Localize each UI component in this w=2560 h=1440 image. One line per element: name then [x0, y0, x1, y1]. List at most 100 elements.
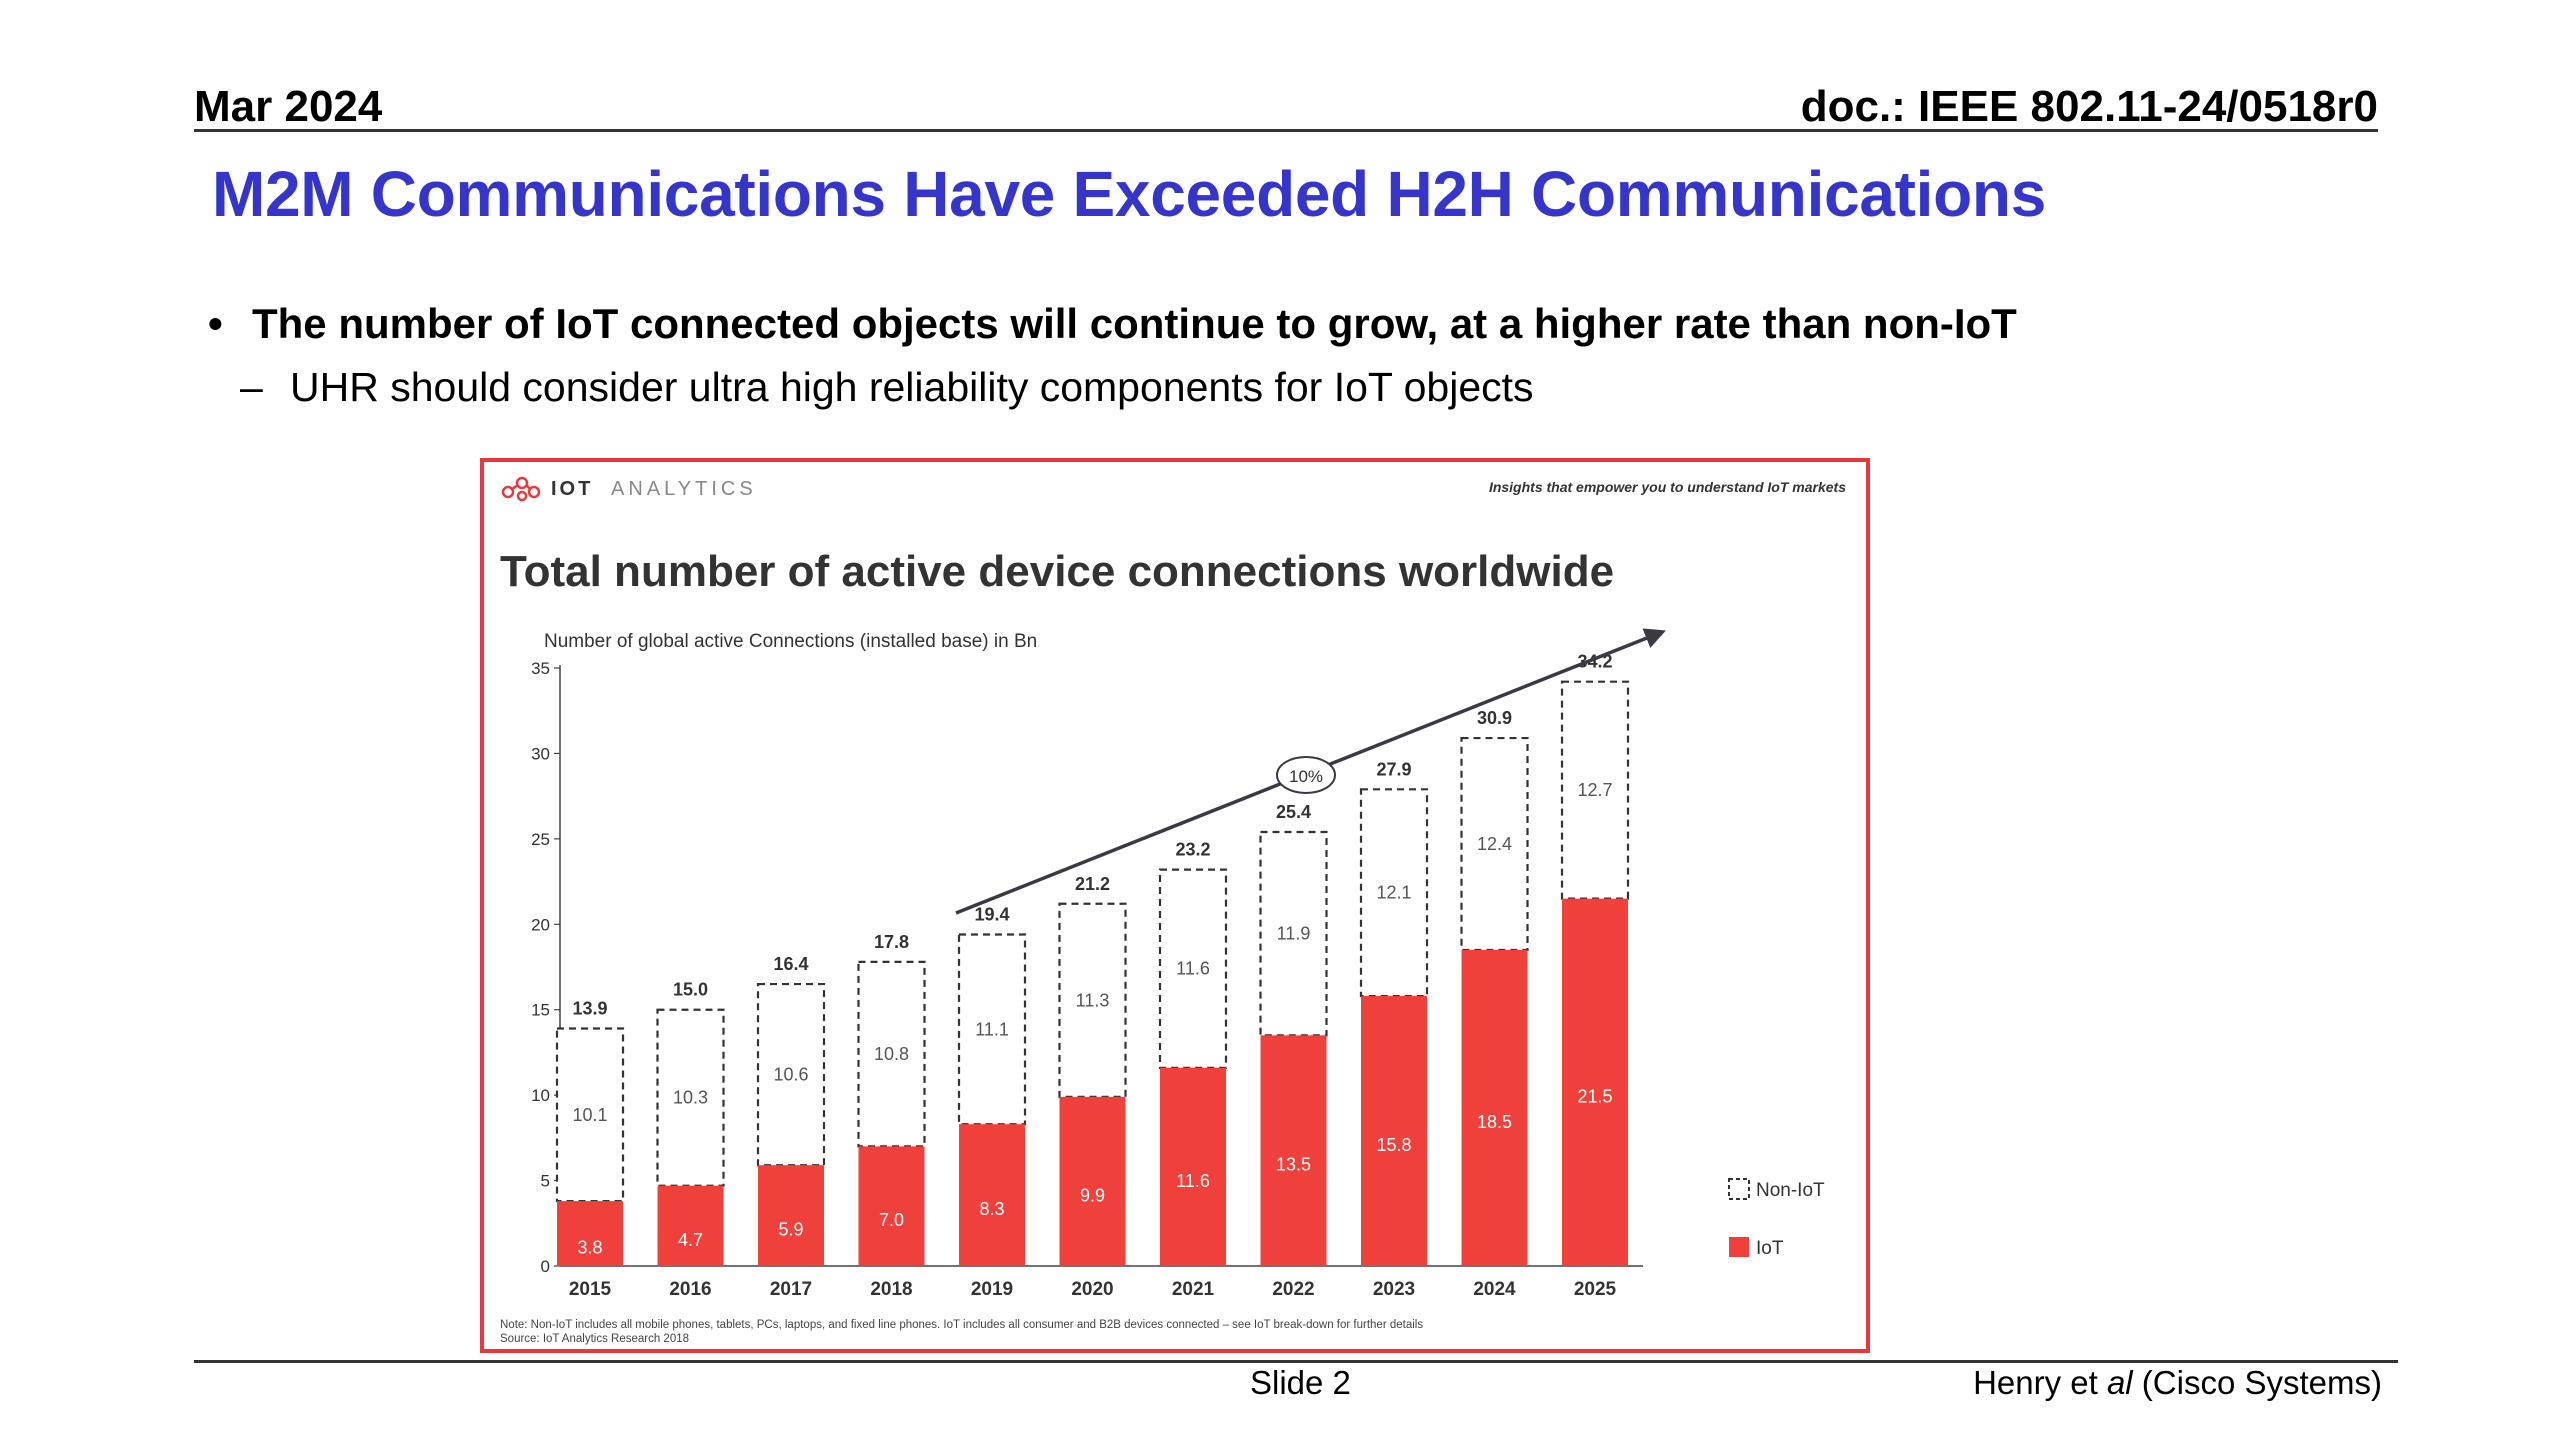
bar-iot: [1160, 1067, 1226, 1266]
bar-non-iot-label: 12.7: [1577, 780, 1612, 800]
bar-iot-label: 4.7: [678, 1230, 703, 1250]
x-tick-label: 2023: [1373, 1279, 1415, 1300]
x-tick-label: 2019: [971, 1279, 1013, 1300]
bar-iot: [959, 1124, 1025, 1266]
bar-iot-label: 15.8: [1376, 1135, 1411, 1155]
x-tick-label: 2018: [870, 1279, 912, 1300]
slide-title: M2M Communications Have Exceeded H2H Com…: [212, 158, 2047, 230]
bar-iot: [858, 1146, 925, 1266]
bar-iot: [657, 1185, 724, 1266]
y-tick-label: 5: [541, 1172, 550, 1191]
bar-iot-label: 7.0: [879, 1210, 904, 1230]
bullet-level-1: • The number of IoT connected objects wil…: [208, 300, 2017, 348]
bar-non-iot: [957, 933, 1027, 1126]
bullet-level-2: – UHR should consider ultra high reliabil…: [240, 364, 1534, 411]
bar-iot-label: 21.5: [1577, 1086, 1612, 1106]
legend-label-non-iot: Non-IoT: [1756, 1180, 1825, 1201]
chart-title: Total number of active device connection…: [500, 547, 1614, 596]
iot-analytics-logo-icon: [501, 476, 541, 502]
bar-non-iot: [857, 960, 926, 1148]
x-tick-label: 2024: [1473, 1279, 1516, 1300]
x-tick-label: 2016: [669, 1279, 711, 1300]
bar-total-label: 17.8: [874, 932, 909, 952]
bar-total-label: 21.2: [1075, 874, 1110, 894]
footer-rule: [194, 1360, 2398, 1363]
bar-iot: [758, 1165, 824, 1266]
y-tick-label: 10: [531, 1086, 550, 1105]
bar-iot-label: 8.3: [979, 1199, 1004, 1219]
cagr-bubble: [1276, 756, 1336, 794]
x-tick-label: 2021: [1172, 1279, 1215, 1300]
bullet-dash: –: [240, 364, 263, 410]
legend-swatch-non-iot: [1728, 1178, 1750, 1200]
y-tick-label: 35: [531, 659, 550, 678]
x-tick-label: 2020: [1071, 1279, 1113, 1300]
bar-non-iot-label: 10.3: [673, 1088, 708, 1108]
bar-iot-label: 11.6: [1176, 1171, 1210, 1191]
bar-iot-label: 5.9: [778, 1220, 803, 1240]
footer-slide-number: Slide 2: [1250, 1364, 1351, 1401]
x-tick-label: 2025: [1574, 1279, 1617, 1300]
header-rule: [194, 129, 2378, 132]
bar-non-iot: [1560, 680, 1630, 900]
footer-author-prefix: Henry et: [1973, 1364, 2107, 1401]
logo-text-bold: IOT: [551, 478, 593, 500]
y-tick-label: 15: [531, 1001, 550, 1020]
figure-source: Source: IoT Analytics Research 2018: [500, 1333, 689, 1345]
bar-non-iot: [1058, 902, 1127, 1098]
bar-iot-label: 13.5: [1276, 1155, 1311, 1175]
y-axis-label: Number of global active Connections (ins…: [544, 631, 1037, 652]
x-tick-label: 2017: [770, 1279, 812, 1300]
bar-non-iot-label: 11.3: [1076, 990, 1110, 1010]
cagr-label: 10%: [1289, 767, 1323, 786]
y-tick-label: 30: [531, 744, 550, 763]
bar-non-iot-label: 10.1: [572, 1105, 607, 1125]
bar-total-label: 19.4: [974, 905, 1009, 925]
bar-total-label: 23.2: [1175, 840, 1210, 860]
bar-iot-label: 9.9: [1080, 1185, 1105, 1205]
bar-non-iot: [1460, 736, 1529, 952]
bar-non-iot-label: 11.9: [1277, 924, 1311, 944]
bar-iot: [1260, 1035, 1327, 1266]
figure-tagline: Insights that empower you to understand …: [1489, 479, 1846, 495]
bar-non-iot: [656, 1008, 725, 1187]
bar-non-iot-label: 12.1: [1376, 883, 1411, 903]
y-tick-label: 20: [531, 915, 550, 934]
bar-total-label: 27.9: [1376, 759, 1411, 779]
footer-author-italic: al: [2106, 1364, 2133, 1401]
bullet-level-1-text: The number of IoT connected objects will…: [252, 300, 2017, 347]
legend-swatch-iot: [1729, 1237, 1749, 1257]
bar-iot: [1562, 898, 1628, 1266]
bar-total-label: 30.9: [1477, 708, 1512, 728]
y-tick-label: 0: [541, 1257, 550, 1276]
footer-author-suffix: (Cisco Systems): [2132, 1364, 2382, 1401]
bar-total-label: 25.4: [1276, 802, 1311, 822]
bar-iot: [1461, 949, 1528, 1266]
bar-iot: [1361, 996, 1427, 1266]
bar-non-iot: [1158, 868, 1228, 1069]
header-doc-id: doc.: IEEE 802.11-24/0518r0: [1800, 82, 2378, 131]
bar-non-iot-label: 10.6: [773, 1065, 808, 1085]
bar-iot: [1059, 1096, 1126, 1266]
x-tick-label: 2022: [1272, 1279, 1314, 1300]
y-tick-label: 25: [531, 830, 550, 849]
bar-non-iot-label: 10.8: [874, 1044, 909, 1064]
figure-note: Note: Non-IoT includes all mobile phones…: [500, 1319, 1423, 1331]
bar-iot-label: 18.5: [1477, 1112, 1512, 1132]
x-tick-label: 2015: [569, 1279, 612, 1300]
bar-non-iot-label: 11.6: [1176, 959, 1210, 979]
bar-non-iot: [555, 1027, 625, 1203]
footer-author: Henry et al (Cisco Systems): [1973, 1364, 2382, 1402]
bar-total-label: 13.9: [572, 999, 607, 1019]
bar-iot: [557, 1201, 623, 1266]
bar-iot-label: 3.8: [577, 1238, 602, 1258]
bullet-dot: •: [208, 300, 223, 347]
header-date: Mar 2024: [194, 82, 383, 131]
legend-label-iot: IoT: [1756, 1238, 1784, 1259]
bar-non-iot-label: 12.4: [1477, 834, 1512, 854]
bar-non-iot-label: 11.1: [975, 1019, 1009, 1039]
logo-text-light: ANALYTICS: [611, 478, 757, 500]
chart-figure: IOT ANALYTICS Insights that empower you …: [480, 458, 1870, 1353]
bar-total-label: 16.4: [773, 954, 808, 974]
bar-total-label: 15.0: [673, 980, 708, 1000]
